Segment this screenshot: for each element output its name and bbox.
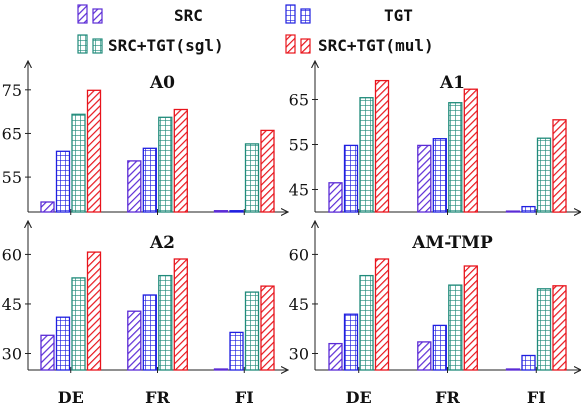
y-tick-label: 65 xyxy=(289,91,309,110)
bar-src-tgt-sgl-fi xyxy=(536,137,552,213)
bar-tgt-de xyxy=(55,316,71,371)
y-tick-label: 65 xyxy=(2,124,22,143)
bar-tgt-fi xyxy=(229,210,244,213)
x-category-label: FR xyxy=(435,388,460,405)
chart-panel: 30 45 60 AM-TMP DE FR FI xyxy=(289,222,580,405)
y-tick-label: 75 xyxy=(2,81,22,100)
bar-src-fi xyxy=(505,368,521,371)
bar-src-de xyxy=(40,201,55,213)
bar-src-fi xyxy=(505,210,521,213)
bar-src-tgt-sgl-fr xyxy=(448,284,463,371)
bar-src-tgt-mul-fi xyxy=(552,119,567,213)
x-category-label: FR xyxy=(145,388,170,405)
legend-label-tgt: TGT xyxy=(384,6,413,25)
y-tick-label: 45 xyxy=(289,181,309,200)
bar-src-tgt-mul-de xyxy=(374,258,390,371)
y-tick-label: 55 xyxy=(289,136,309,155)
bar-src-tgt-mul-de xyxy=(374,79,390,213)
bar-tgt-de xyxy=(343,313,359,371)
bar-tgt-fi xyxy=(521,354,536,371)
bar-src-de xyxy=(328,182,343,213)
legend-entry-src: SRC xyxy=(77,4,203,25)
legend-swatch-src xyxy=(92,8,103,24)
legend-entry-src-tgt-mul: SRC+TGT(mul) xyxy=(285,34,434,55)
x-category-label: DE xyxy=(346,388,372,405)
bar-src-tgt-mul-fr xyxy=(463,88,478,213)
chart-panels: 55 65 75 A0 45 55 65 A1 30 45 60 A2 DE FR FI 30 45 60 AM-T… xyxy=(2,62,580,405)
bar-src-tgt-mul-fi xyxy=(260,285,275,371)
bar-tgt-fi xyxy=(521,205,536,213)
bar-src-fi xyxy=(213,368,229,371)
bar-src-tgt-mul-fr xyxy=(463,265,478,371)
legend-entry-tgt: TGT xyxy=(285,4,413,25)
legend: SRC TGT SRC+TGT(sgl) SRC+TGT(mul) xyxy=(77,4,434,55)
bar-src-tgt-mul-fr xyxy=(173,108,188,213)
x-category-label: DE xyxy=(58,388,84,405)
chart-panel: 45 55 65 A1 xyxy=(289,62,580,215)
bar-src-fr xyxy=(417,341,432,371)
bar-src-tgt-sgl-de xyxy=(359,97,374,213)
legend-swatch-src-tgt-mul xyxy=(300,38,311,54)
bar-src-tgt-mul-de xyxy=(86,251,102,371)
legend-swatch-src-tgt-mul xyxy=(285,34,296,54)
legend-label-src: SRC xyxy=(174,6,203,25)
legend-swatch-tgt xyxy=(300,8,311,24)
bar-src-tgt-mul-fi xyxy=(260,129,275,213)
bar-tgt-fr xyxy=(432,324,447,371)
legend-label-src-tgt-sgl: SRC+TGT(sgl) xyxy=(108,36,224,55)
bar-tgt-fr xyxy=(142,147,157,213)
bar-src-de xyxy=(328,342,343,371)
y-tick-label: 60 xyxy=(289,245,309,264)
bar-tgt-de xyxy=(343,144,359,213)
bar-src-tgt-sgl-de xyxy=(71,113,86,213)
bar-src-tgt-mul-fr xyxy=(173,258,188,371)
bar-src-de xyxy=(40,334,55,371)
y-tick-label: 45 xyxy=(289,295,309,314)
y-tick-label: 30 xyxy=(2,344,22,363)
bar-tgt-de xyxy=(55,150,71,213)
bar-src-fr xyxy=(127,310,142,371)
y-tick-label: 55 xyxy=(2,168,22,187)
bar-src-tgt-sgl-de xyxy=(71,277,86,371)
bar-src-tgt-mul-de xyxy=(86,89,102,213)
legend-swatch-tgt xyxy=(285,4,296,24)
bar-src-tgt-sgl-fi xyxy=(536,288,552,371)
bar-src-tgt-sgl-fi xyxy=(244,143,260,213)
y-tick-label: 45 xyxy=(2,295,22,314)
y-tick-label: 60 xyxy=(2,245,22,264)
panel-title: A1 xyxy=(439,73,465,93)
legend-entry-src-tgt-sgl: SRC+TGT(sgl) xyxy=(77,34,224,55)
bar-src-tgt-sgl-fr xyxy=(158,274,173,371)
bar-src-fr xyxy=(127,160,142,213)
bar-tgt-fr xyxy=(432,138,447,213)
panel-title: A2 xyxy=(149,233,175,253)
panel-title: AM-TMP xyxy=(411,233,493,253)
bar-src-tgt-sgl-fr xyxy=(158,116,173,213)
bar-tgt-fr xyxy=(142,294,157,371)
y-tick-label: 30 xyxy=(289,344,309,363)
bar-src-fi xyxy=(213,210,229,213)
panel-title: A0 xyxy=(149,73,175,93)
bar-src-tgt-mul-fi xyxy=(552,285,567,371)
x-category-label: FI xyxy=(527,388,546,405)
legend-swatch-src-tgt-sgl xyxy=(92,38,103,54)
bar-src-tgt-sgl-de xyxy=(359,274,374,371)
legend-label-src-tgt-mul: SRC+TGT(mul) xyxy=(318,36,434,55)
bar-src-fr xyxy=(417,144,432,213)
legend-swatch-src xyxy=(77,4,88,24)
x-category-label: FI xyxy=(235,388,254,405)
bar-tgt-fi xyxy=(229,331,244,371)
bar-src-tgt-sgl-fr xyxy=(448,102,463,213)
chart-panel: 30 45 60 A2 DE FR FI xyxy=(2,222,287,405)
chart-panel: 55 65 75 A0 xyxy=(2,62,287,215)
legend-swatch-src-tgt-sgl xyxy=(77,34,88,54)
bar-src-tgt-sgl-fi xyxy=(244,291,260,371)
